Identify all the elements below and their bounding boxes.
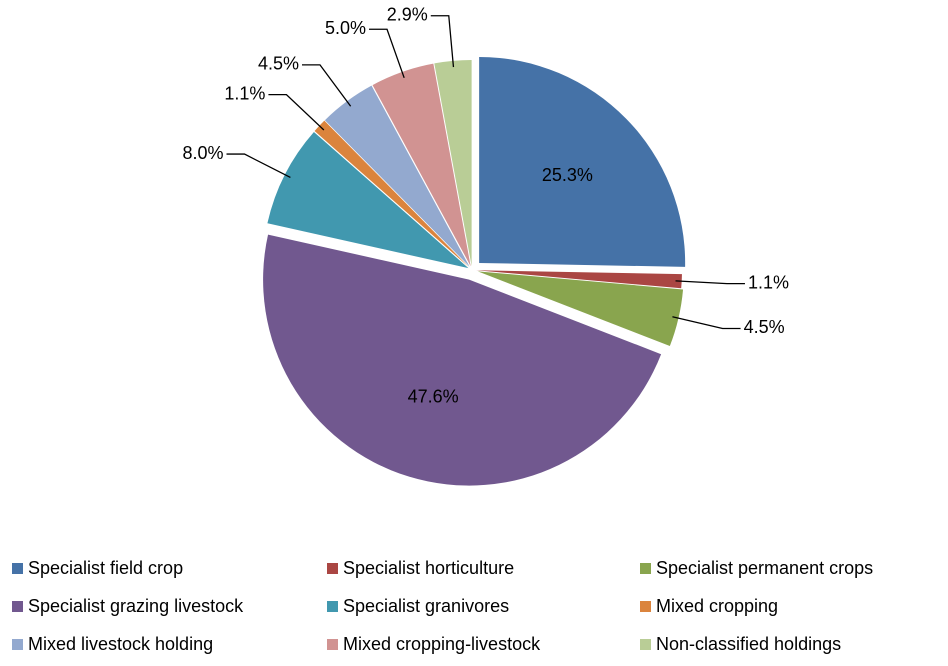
legend-swatch	[327, 639, 338, 650]
legend-swatch	[12, 601, 23, 612]
legend-label: Specialist field crop	[28, 558, 183, 578]
slice-label: 47.6%	[408, 387, 459, 407]
leader-line	[430, 15, 455, 68]
legend-label: Specialist grazing livestock	[28, 596, 244, 616]
leader-line	[675, 280, 745, 285]
slice-label: 8.0%	[182, 143, 223, 163]
pie-slice	[477, 271, 684, 346]
legend-label: Mixed cropping	[656, 596, 778, 616]
leader-line	[672, 316, 741, 330]
legend-swatch	[327, 601, 338, 612]
leader-line	[369, 28, 405, 79]
legend-label: Mixed cropping-livestock	[343, 634, 541, 654]
pie-slice	[324, 85, 470, 267]
pie-slice	[475, 270, 682, 289]
pie-slice	[479, 56, 686, 267]
legend-swatch	[640, 639, 651, 650]
legend-label: Non-classified holdings	[656, 634, 841, 654]
slice-label: 5.0%	[325, 18, 366, 38]
slice-label: 4.5%	[744, 317, 785, 337]
slice-label: 2.9%	[387, 4, 428, 24]
slice-label: 1.1%	[748, 272, 789, 292]
slice-label: 1.1%	[224, 83, 265, 103]
legend-swatch	[640, 601, 651, 612]
pie-slice	[372, 63, 471, 267]
legend-label: Specialist horticulture	[343, 558, 514, 578]
legend-swatch	[12, 563, 23, 574]
pie-slice	[434, 60, 472, 267]
pie-slice	[267, 131, 469, 269]
legend-label: Mixed livestock holding	[28, 634, 213, 654]
pie-slice	[263, 234, 662, 486]
legend-label: Specialist permanent crops	[656, 558, 873, 578]
legend-swatch	[12, 639, 23, 650]
legend-swatch	[327, 563, 338, 574]
slice-label: 25.3%	[542, 165, 593, 185]
leader-line	[301, 64, 352, 107]
pie-slice	[314, 120, 470, 268]
legend-swatch	[640, 563, 651, 574]
leader-line	[226, 153, 291, 179]
leader-line	[268, 93, 325, 131]
legend-label: Specialist granivores	[343, 596, 509, 616]
slice-label: 4.5%	[258, 54, 299, 74]
